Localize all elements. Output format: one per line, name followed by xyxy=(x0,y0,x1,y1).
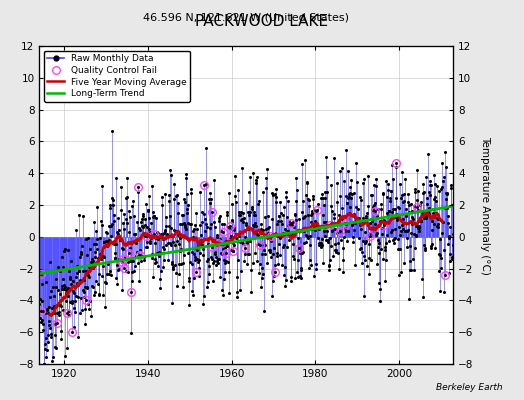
Title: 46.596 N, 121.621 W (United States): 46.596 N, 121.621 W (United States) xyxy=(143,13,350,23)
Text: Berkeley Earth: Berkeley Earth xyxy=(436,383,503,392)
Y-axis label: Temperature Anomaly (°C): Temperature Anomaly (°C) xyxy=(480,136,490,274)
Text: PACKWOOD LAKE: PACKWOOD LAKE xyxy=(195,14,329,29)
Legend: Raw Monthly Data, Quality Control Fail, Five Year Moving Average, Long-Term Tren: Raw Monthly Data, Quality Control Fail, … xyxy=(44,50,190,102)
